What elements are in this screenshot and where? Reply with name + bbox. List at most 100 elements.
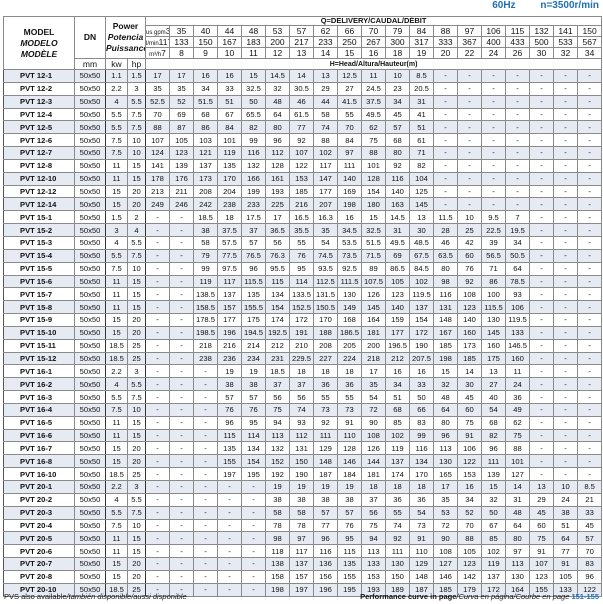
power-header: Power Potencia Puissance <box>105 16 146 59</box>
head-cell: 140 <box>337 171 362 186</box>
flow-lmin-header: 167 <box>217 36 242 48</box>
head-cell: - <box>145 235 170 250</box>
head-cell: 12.5 <box>337 69 362 83</box>
head-cell: 57 <box>337 505 362 520</box>
head-cell: 27 <box>481 377 506 392</box>
head-cell: 34 <box>505 235 530 250</box>
head-cell: 134 <box>265 287 290 302</box>
head-cell: - <box>241 531 266 546</box>
kw-cell: 18.5 <box>105 467 128 481</box>
head-cell: 188 <box>313 325 338 340</box>
head-cell: 130 <box>385 557 410 571</box>
hp-cell: 15 <box>127 428 146 443</box>
table-row: PVT 12-12 50x50 15 20 213 211 208 204 199 193 185 1… <box>3 184 603 199</box>
head-cell: 92 <box>385 531 410 546</box>
head-cell: 32 <box>481 492 506 507</box>
head-cell: - <box>169 505 194 520</box>
head-cell: - <box>576 94 603 109</box>
kw-cell: 1.5 <box>105 210 128 225</box>
model-cell: PVT 12-6 <box>3 133 75 148</box>
head-cell: 140 <box>385 300 410 315</box>
model-cell: PVT 15-11 <box>3 338 75 353</box>
head-cell: 55 <box>313 390 338 404</box>
head-cell: - <box>169 300 194 315</box>
head-cell: 119.5 <box>409 287 434 302</box>
head-cell: - <box>553 300 578 315</box>
hp-cell: 7.5 <box>127 107 146 122</box>
head-cell: 112 <box>265 146 290 160</box>
head-cell: 68 <box>385 402 410 417</box>
table-row: PVT 12-7 50x50 7.5 10 124 123 121 119 116 112 107 1… <box>3 146 603 160</box>
flow-gpm-header: 70 <box>361 25 386 37</box>
head-cell: 57 <box>385 120 410 135</box>
head-cell: 15 <box>481 480 506 494</box>
hp-cell: 5.5 <box>127 492 146 507</box>
head-cell: 96 <box>481 441 506 456</box>
head-cell: 107 <box>289 146 314 160</box>
head-cell: 85 <box>385 415 410 430</box>
head-cell: 96 <box>313 531 338 546</box>
head-cell: 46 <box>289 94 314 109</box>
head-cell: - <box>576 274 603 289</box>
head-cell: 191 <box>289 325 314 340</box>
head-cell: - <box>169 274 194 289</box>
head-cell: 207.5 <box>409 351 434 366</box>
head-cell: - <box>505 171 530 186</box>
head-cell: 31 <box>505 492 530 507</box>
page-ref-link[interactable]: 151-155 <box>571 592 599 601</box>
head-cell: 122 <box>576 582 603 597</box>
head-cell: 93 <box>505 287 530 302</box>
head-cell: 106 <box>457 441 482 456</box>
flow-m3h-header: 30 <box>529 47 554 59</box>
head-cell: - <box>529 454 554 469</box>
head-cell: 82 <box>481 428 506 443</box>
model-cell: PVT 15-10 <box>3 325 75 340</box>
head-cell: 199 <box>241 184 266 199</box>
head-cell: - <box>457 94 482 109</box>
head-cell: 192.5 <box>265 325 290 340</box>
head-cell: - <box>529 120 554 135</box>
head-cell: 30 <box>457 377 482 392</box>
head-cell: 67.5 <box>409 248 434 263</box>
top-info: 60Hz n=3500r/min <box>470 0 599 11</box>
head-cell: - <box>145 287 170 302</box>
head-cell: - <box>433 107 458 122</box>
head-cell: 113 <box>361 544 386 559</box>
head-cell: 114 <box>241 428 266 443</box>
head-cell: 123 <box>457 300 482 315</box>
head-cell: 121 <box>193 146 218 160</box>
head-cell: 213 <box>145 184 170 199</box>
hp-cell: 20 <box>127 569 146 584</box>
head-cell: 57 <box>217 390 242 404</box>
head-cell: - <box>457 133 482 148</box>
head-cell: - <box>241 569 266 584</box>
head-cell: 30.5 <box>289 81 314 96</box>
kw-cell: 4 <box>105 94 128 109</box>
head-cell: 218 <box>193 338 218 353</box>
head-cell: 41 <box>409 107 434 122</box>
head-cell: 18 <box>313 364 338 379</box>
delivery-header: Q=DELIVERY/CAUDAL/DÉBIT <box>144 16 603 26</box>
head-cell: 192 <box>265 467 290 481</box>
head-cell: - <box>529 415 554 430</box>
head-cell: - <box>576 441 603 456</box>
head-cell: 176 <box>169 171 194 186</box>
table-row: PVT 15-1 50x50 1.5 2- -18.5 18 17.5 17 16.5 16.3 1… <box>3 210 603 225</box>
head-cell: - <box>169 390 194 404</box>
hp-cell: 2 <box>127 210 146 225</box>
kw-cell: 15 <box>105 197 128 212</box>
head-cell: - <box>193 377 218 392</box>
footer-note: PVS also available/también disponible/au… <box>4 592 187 601</box>
head-cell: 157 <box>289 569 314 584</box>
head-cell: 198 <box>265 582 290 597</box>
head-cell: 158 <box>265 569 290 584</box>
head-cell: 51 <box>217 94 242 109</box>
flow-unit-gpm: us gpm <box>146 29 166 36</box>
dn-cell: 50x50 <box>74 569 106 584</box>
head-cell: 145 <box>481 325 506 340</box>
head-cell: 75 <box>265 402 290 417</box>
speed: n=3500r/min <box>540 0 599 11</box>
footer-left-bold: PVS also available <box>4 592 67 601</box>
head-cell: - <box>193 544 218 559</box>
head-cell: 96 <box>241 261 266 276</box>
